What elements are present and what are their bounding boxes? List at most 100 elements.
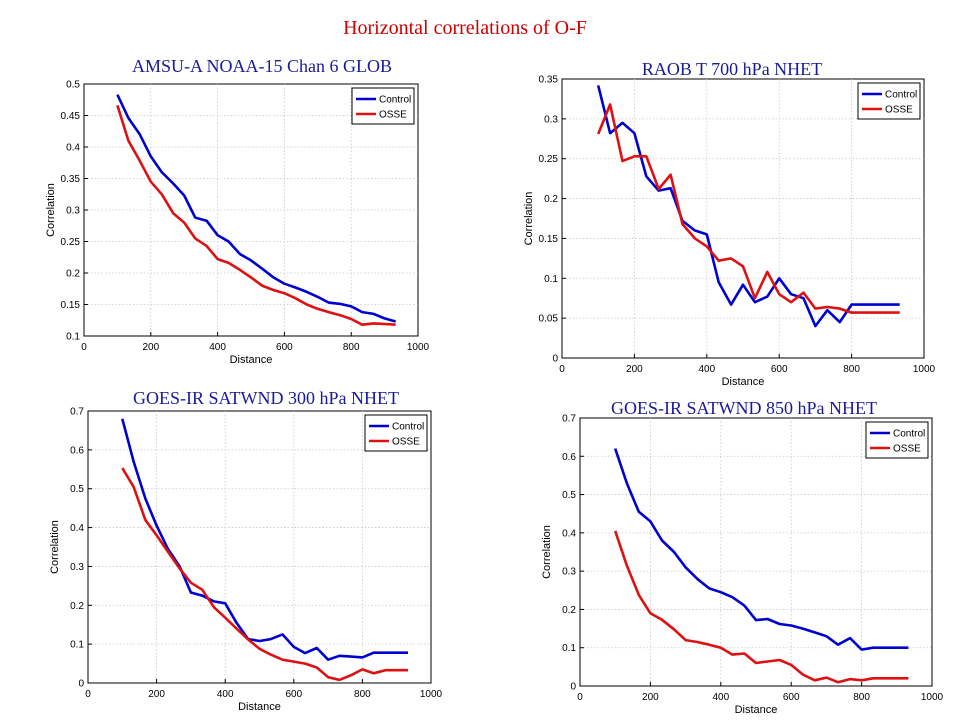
x-axis-label: Distance bbox=[230, 354, 273, 366]
legend-label: Control bbox=[885, 90, 917, 101]
figure-title: Horizontal correlations of O-F bbox=[343, 17, 587, 39]
legend-box bbox=[865, 421, 929, 459]
y-tick-label: 0.2 bbox=[544, 194, 558, 205]
x-tick-label: 200 bbox=[642, 692, 659, 703]
x-tick-label: 200 bbox=[148, 689, 165, 700]
y-tick-label: 0 bbox=[552, 354, 558, 365]
y-tick-label: 0 bbox=[570, 682, 576, 693]
x-tick-label: 800 bbox=[843, 364, 860, 375]
y-tick-label: 0.2 bbox=[70, 601, 84, 612]
x-tick-label: 800 bbox=[354, 689, 371, 700]
x-tick-label: 0 bbox=[577, 692, 583, 703]
x-axis-label: Distance bbox=[722, 376, 765, 388]
y-tick-label: 0.35 bbox=[539, 75, 559, 86]
x-tick-label: 400 bbox=[209, 342, 226, 353]
chart-panel-1: AMSU-A NOAA-15 Chan 6 GLOB 0 200 400 600 800 1… bbox=[45, 56, 430, 366]
y-axis-label: Correlation bbox=[541, 525, 553, 579]
plot-area bbox=[87, 410, 432, 684]
y-tick-label: 0.25 bbox=[539, 154, 559, 165]
y-tick-label: 0.35 bbox=[61, 174, 81, 185]
y-tick-label: 0.7 bbox=[70, 407, 84, 418]
y-tick-label: 0.45 bbox=[61, 111, 81, 122]
legend-label: OSSE bbox=[885, 105, 913, 116]
chart-panel-4: GOES-IR SATWND 850 hPa NHET 0 200 400 600 800… bbox=[541, 398, 944, 716]
chart-title: GOES-IR SATWND 300 hPa NHET bbox=[133, 388, 399, 408]
x-tick-label: 600 bbox=[783, 692, 800, 703]
legend: Control OSSE bbox=[364, 414, 428, 452]
y-tick-label: 0.6 bbox=[562, 452, 576, 463]
legend: Control OSSE bbox=[857, 82, 921, 120]
y-tick-label: 0.15 bbox=[539, 234, 559, 245]
x-tick-label: 1000 bbox=[420, 689, 443, 700]
y-tick-label: 0.4 bbox=[66, 143, 80, 154]
y-tick-label: 0.15 bbox=[61, 300, 81, 311]
legend-label: Control bbox=[392, 422, 424, 433]
legend-label: OSSE bbox=[893, 444, 921, 455]
series-line-control bbox=[596, 85, 900, 328]
y-tick-label: 0.1 bbox=[562, 643, 576, 654]
legend-box bbox=[857, 82, 921, 120]
y-tick-label: 0.1 bbox=[70, 640, 84, 651]
series-line-osse bbox=[613, 530, 909, 684]
chart-panel-3: GOES-IR SATWND 300 hPa NHET 0 200 400 600 800… bbox=[49, 388, 443, 713]
y-axis-label: Correlation bbox=[49, 520, 61, 574]
x-tick-label: 1000 bbox=[913, 364, 936, 375]
y-tick-label: 0.4 bbox=[70, 523, 84, 534]
series-line-osse bbox=[121, 467, 408, 682]
y-axis-label: Correlation bbox=[45, 183, 57, 237]
x-tick-label: 200 bbox=[626, 364, 643, 375]
y-tick-label: 0.3 bbox=[562, 567, 576, 578]
y-tick-label: 0.4 bbox=[562, 528, 576, 539]
chart-panel-2: RAOB T 700 hPa NHET 0 200 400 600 800 1000 0 0.0… bbox=[523, 59, 936, 388]
y-tick-label: 0.5 bbox=[70, 484, 84, 495]
y-tick-label: 0.3 bbox=[544, 114, 558, 125]
y-tick-label: 0.3 bbox=[70, 562, 84, 573]
legend-label: Control bbox=[893, 429, 925, 440]
series-line-osse bbox=[596, 103, 900, 314]
x-axis-label: Distance bbox=[735, 704, 778, 716]
y-tick-label: 0.5 bbox=[66, 80, 80, 91]
x-tick-label: 0 bbox=[559, 364, 565, 375]
x-tick-label: 1000 bbox=[921, 692, 944, 703]
y-tick-label: 0.7 bbox=[562, 414, 576, 425]
x-tick-label: 400 bbox=[712, 692, 729, 703]
y-axis-label: Correlation bbox=[523, 192, 535, 246]
x-tick-label: 400 bbox=[698, 364, 715, 375]
legend-label: OSSE bbox=[392, 437, 420, 448]
y-tick-label: 0.3 bbox=[66, 206, 80, 217]
series-line-osse bbox=[116, 105, 396, 327]
chart-title: RAOB T 700 hPa NHET bbox=[642, 59, 822, 79]
chart-panels: AMSU-A NOAA-15 Chan 6 GLOB 0 200 400 600 800 1… bbox=[45, 56, 944, 716]
x-tick-label: 1000 bbox=[407, 342, 430, 353]
x-tick-label: 400 bbox=[217, 689, 234, 700]
plot-area bbox=[83, 83, 419, 337]
y-tick-label: 0.05 bbox=[539, 314, 559, 325]
legend-box bbox=[364, 414, 428, 452]
y-tick-label: 0.6 bbox=[70, 445, 84, 456]
x-tick-label: 0 bbox=[81, 342, 87, 353]
x-tick-label: 800 bbox=[853, 692, 870, 703]
chart-title: GOES-IR SATWND 850 hPa NHET bbox=[611, 398, 877, 418]
y-tick-label: 0.5 bbox=[562, 490, 576, 501]
y-tick-label: 0.2 bbox=[66, 269, 80, 280]
legend: Control OSSE bbox=[351, 87, 415, 125]
legend-label: Control bbox=[379, 95, 411, 106]
legend: Control OSSE bbox=[865, 421, 929, 459]
series-line-control bbox=[613, 448, 909, 651]
series-line-control bbox=[121, 418, 408, 662]
plot-area bbox=[561, 78, 925, 359]
x-tick-label: 600 bbox=[285, 689, 302, 700]
y-tick-label: 0.1 bbox=[66, 332, 80, 343]
y-tick-label: 0.1 bbox=[544, 274, 558, 285]
legend-box bbox=[351, 87, 415, 125]
series-line-control bbox=[116, 94, 396, 323]
x-tick-label: 600 bbox=[771, 364, 788, 375]
x-tick-label: 0 bbox=[85, 689, 91, 700]
x-tick-label: 600 bbox=[276, 342, 293, 353]
y-tick-label: 0 bbox=[78, 679, 84, 690]
y-tick-label: 0.25 bbox=[61, 237, 81, 248]
y-tick-label: 0.2 bbox=[562, 605, 576, 616]
legend-label: OSSE bbox=[379, 110, 407, 121]
x-tick-label: 200 bbox=[142, 342, 159, 353]
